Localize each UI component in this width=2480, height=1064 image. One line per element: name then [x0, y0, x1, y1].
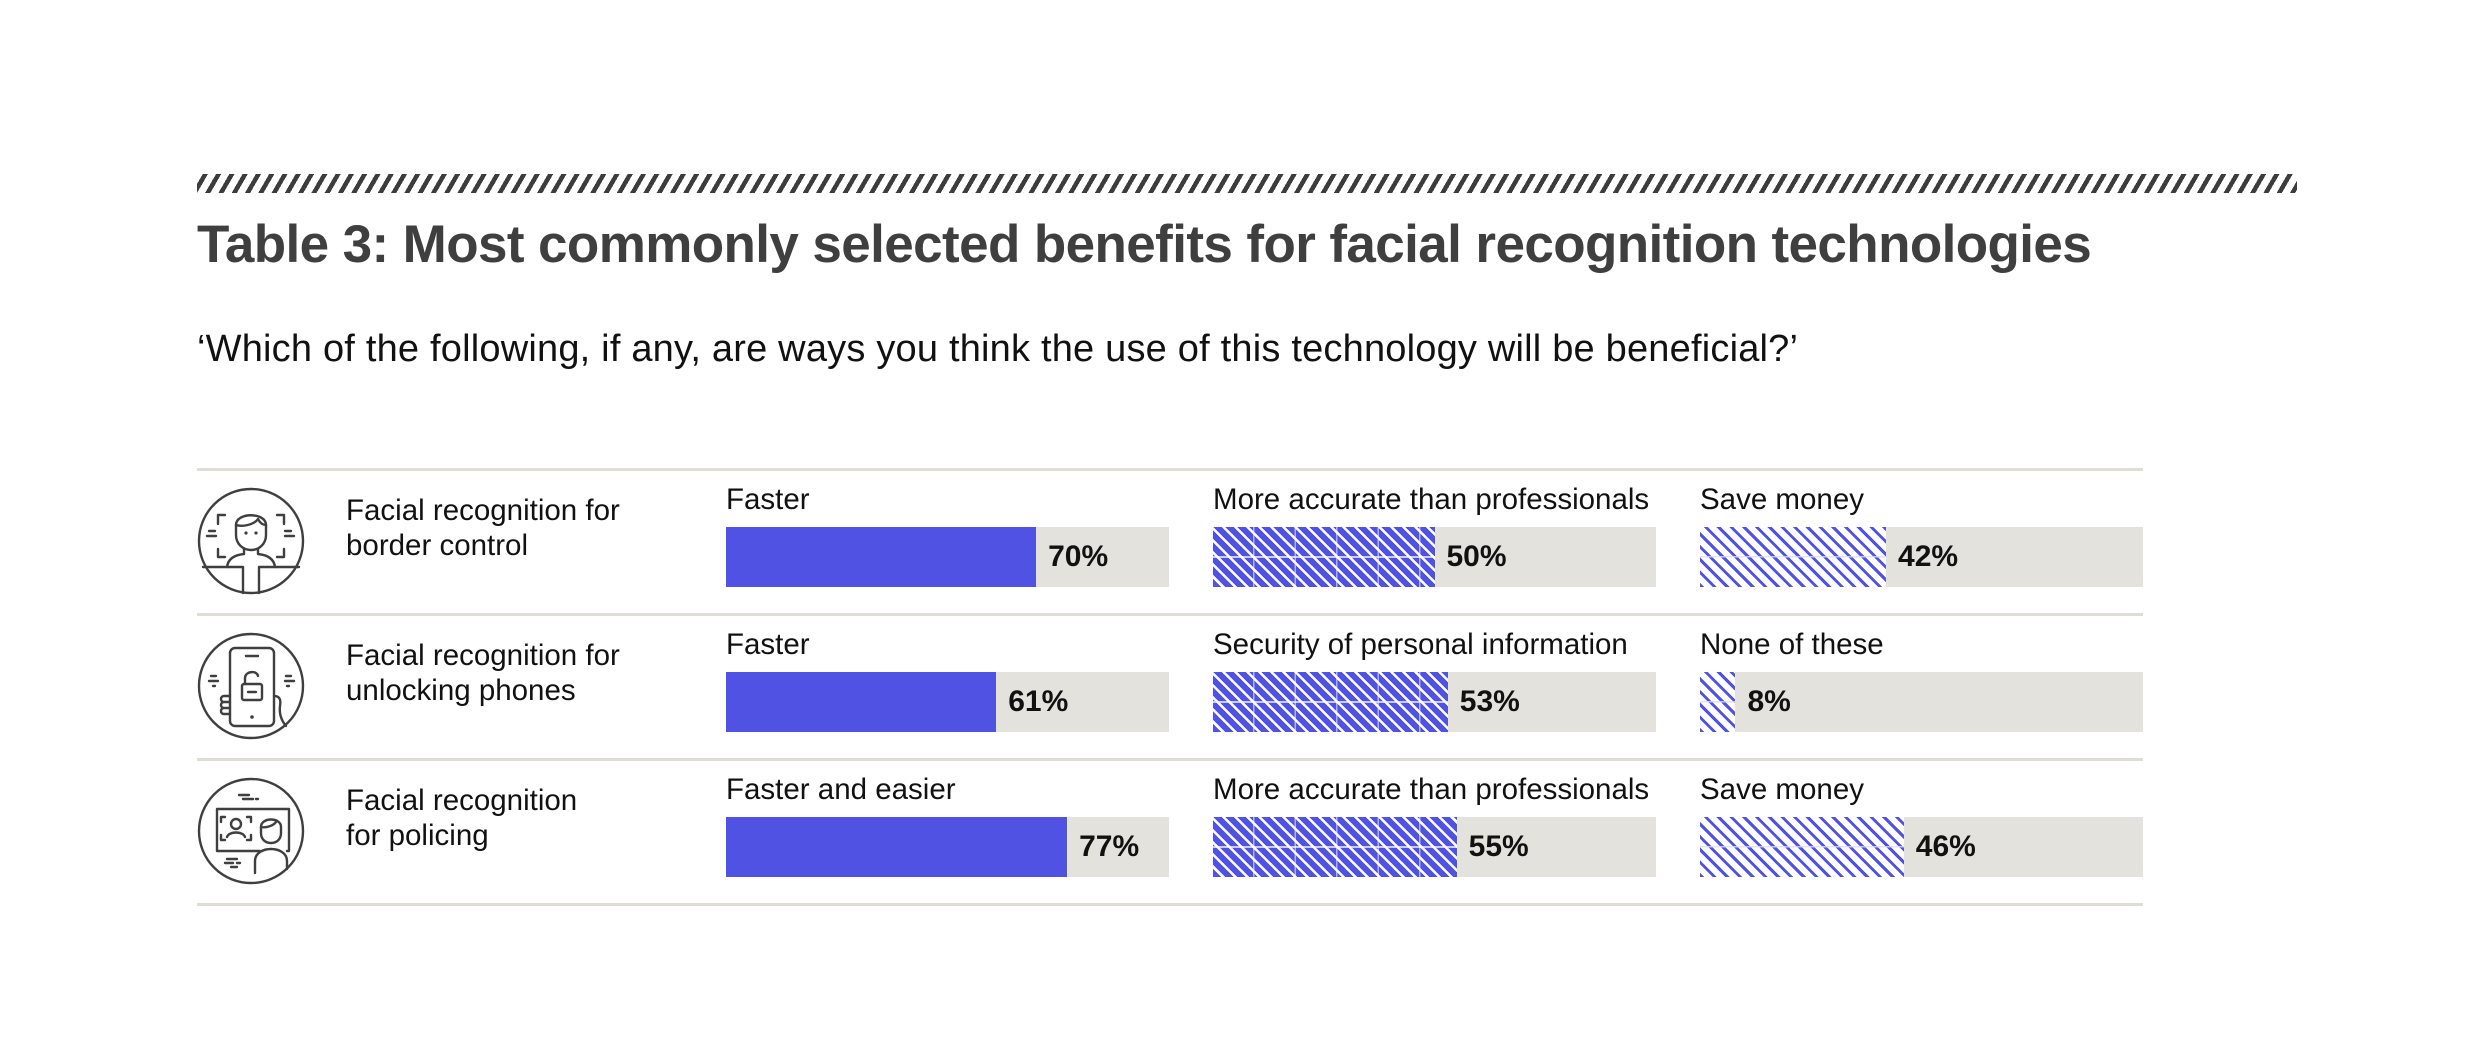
bar-fill — [1213, 817, 1457, 877]
bar-fill — [1700, 672, 1736, 732]
hatched-rule-decoration — [197, 174, 2297, 193]
bar-fill — [1700, 817, 1904, 877]
bar-fill — [726, 817, 1068, 877]
benefit-cell: Faster and easier 77% — [726, 761, 1169, 901]
bar-fill — [1700, 527, 1887, 587]
benefit-cell: Save money 46% — [1700, 761, 2143, 901]
benefit-label: Faster — [726, 483, 810, 516]
survey-question: ‘Which of the following, if any, are way… — [197, 328, 1799, 370]
bar-track: 46% — [1700, 817, 2143, 877]
row-label-line: Facial recognition — [346, 784, 578, 817]
bar-track: 70% — [726, 527, 1169, 587]
benefit-cell: Faster 61% — [726, 616, 1169, 756]
benefits-table: Facial recognition for border control Fa… — [197, 468, 2143, 906]
benefit-label: Save money — [1700, 483, 1864, 516]
benefit-cell: None of these 8% — [1700, 616, 2143, 756]
benefit-cell: Security of personal information 53% — [1213, 616, 1656, 756]
bar-value-label: 55% — [1468, 830, 1529, 863]
row-label: Facial recognition for border control — [346, 493, 666, 563]
table-row-border-control: Facial recognition for border control Fa… — [197, 468, 2143, 613]
benefit-cell: More accurate than professionals 55% — [1213, 761, 1656, 901]
bar-value-label: 8% — [1747, 685, 1791, 718]
bar-track: 77% — [726, 817, 1169, 877]
benefit-label: None of these — [1700, 628, 1884, 661]
border-control-person-icon — [197, 487, 305, 595]
row-label-line: Facial recognition for — [346, 639, 620, 672]
bar-value-label: 77% — [1079, 830, 1140, 863]
bar-track: 61% — [726, 672, 1169, 732]
row-label-line: border control — [346, 529, 529, 562]
bar-fill — [726, 672, 997, 732]
row-label-line: for policing — [346, 819, 489, 852]
benefit-cell: Faster 70% — [726, 471, 1169, 611]
bar-fill — [726, 527, 1037, 587]
bar-fill — [1213, 527, 1435, 587]
table-row-policing: Facial recognition for policing Faster a… — [197, 758, 2143, 906]
benefit-cell: More accurate than professionals 50% — [1213, 471, 1656, 611]
row-label-line: unlocking phones — [346, 674, 576, 707]
bar-value-label: 46% — [1915, 830, 1976, 863]
bar-track: 42% — [1700, 527, 2143, 587]
benefit-label: More accurate than professionals — [1213, 773, 1650, 806]
bar-value-label: 50% — [1446, 540, 1507, 573]
table-row-unlocking-phones: Facial recognition for unlocking phones … — [197, 613, 2143, 758]
bar-value-label: 42% — [1898, 540, 1959, 573]
bar-fill — [1213, 672, 1448, 732]
bar-track: 53% — [1213, 672, 1656, 732]
bar-track: 8% — [1700, 672, 2143, 732]
policing-screen-icon — [197, 777, 305, 885]
benefit-label: Faster and easier — [726, 773, 956, 806]
benefit-cell: Save money 42% — [1700, 471, 2143, 611]
bar-value-label: 61% — [1008, 685, 1069, 718]
benefit-label: Faster — [726, 628, 810, 661]
bar-track: 55% — [1213, 817, 1656, 877]
bar-value-label: 53% — [1459, 685, 1520, 718]
benefit-label: More accurate than professionals — [1213, 483, 1650, 516]
phone-unlock-icon — [197, 632, 305, 740]
benefit-label: Save money — [1700, 773, 1864, 806]
chart-title: Table 3: Most commonly selected benefits… — [197, 215, 2092, 274]
benefit-label: Security of personal information — [1213, 628, 1628, 661]
row-label: Facial recognition for unlocking phones — [346, 638, 666, 708]
bar-track: 50% — [1213, 527, 1656, 587]
row-label-line: Facial recognition for — [346, 494, 620, 527]
row-label: Facial recognition for policing — [346, 783, 666, 853]
bar-value-label: 70% — [1048, 540, 1109, 573]
